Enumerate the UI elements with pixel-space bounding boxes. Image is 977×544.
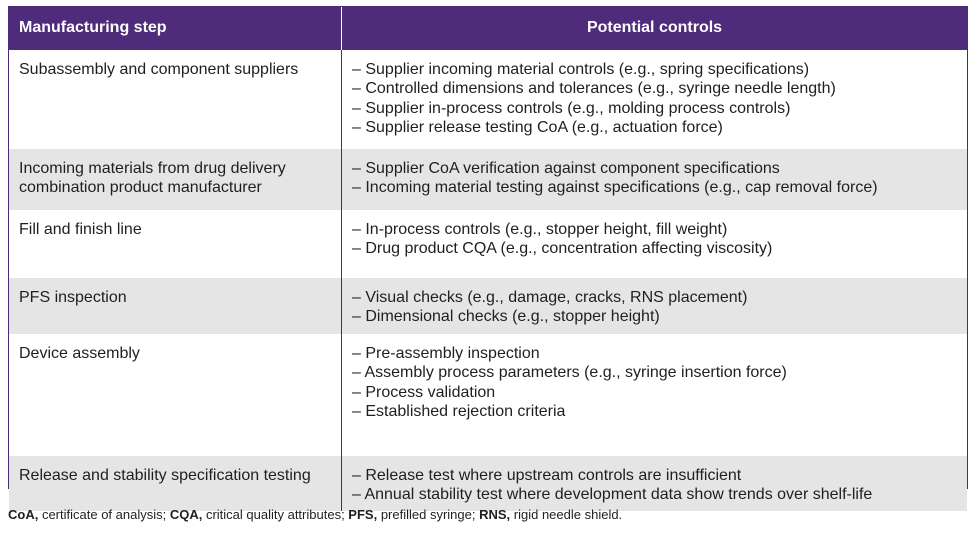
control-item: – Controlled dimensions and tolerances (… bbox=[352, 80, 836, 98]
controls-cell: – Supplier CoA verification against comp… bbox=[342, 149, 967, 210]
control-item: – Drug product CQA (e.g., concentration … bbox=[352, 240, 773, 258]
control-item: – Supplier CoA verification against comp… bbox=[352, 160, 780, 177]
control-item: – Pre-assembly inspection bbox=[352, 345, 540, 362]
control-item: – Established rejection criteria bbox=[352, 402, 566, 420]
control-item: – Dimensional checks (e.g., stopper heig… bbox=[352, 308, 660, 326]
control-item: – Assembly process parameters (e.g., syr… bbox=[352, 364, 787, 382]
footnote-definition: prefilled syringe; bbox=[377, 507, 480, 522]
table-row: Release and stability specification test… bbox=[9, 456, 967, 511]
control-item: – Incoming material testing against spec… bbox=[352, 179, 878, 197]
table-row: Fill and finish line – In-process control… bbox=[9, 210, 967, 278]
control-item: – Annual stability test where developmen… bbox=[352, 486, 873, 504]
step-cell: Subassembly and component suppliers bbox=[9, 50, 342, 149]
footnote-definition: critical quality attributes; bbox=[202, 507, 349, 522]
step-text: Incoming materials from drug delivery bbox=[19, 160, 286, 177]
footnote-abbreviation: CQA, bbox=[169, 507, 203, 522]
footnote-definition: rigid needle shield. bbox=[510, 507, 623, 522]
table-row: Device assembly – Pre-assembly inspection… bbox=[9, 334, 967, 456]
footnote-abbreviation: PFS, bbox=[348, 507, 378, 522]
controls-table: Manufacturing step Potential controls Su… bbox=[8, 6, 968, 511]
step-cell: Fill and finish line bbox=[9, 210, 342, 278]
control-item: – Process validation bbox=[352, 383, 496, 401]
control-item: – Supplier in-process controls (e.g., mo… bbox=[352, 99, 791, 117]
footnote-definition: certificate of analysis; bbox=[38, 507, 170, 522]
controls-cell: – Pre-assembly inspection – Assembly proc… bbox=[342, 334, 967, 456]
controls-cell: – Supplier incoming material controls (e… bbox=[342, 50, 967, 149]
step-text: combination product manufacturer bbox=[19, 179, 262, 197]
controls-cell: – Visual checks (e.g., damage, cracks, R… bbox=[342, 278, 967, 334]
footnote-abbreviation: RNS, bbox=[479, 507, 511, 522]
controls-cell: – In-process controls (e.g., stopper hei… bbox=[342, 210, 967, 278]
control-item: – In-process controls (e.g., stopper hei… bbox=[352, 221, 728, 238]
step-text: Release and stability specification test… bbox=[19, 467, 311, 484]
step-cell: Incoming materials from drug delivery com… bbox=[9, 149, 342, 210]
table-row: PFS inspection – Visual checks (e.g., dam… bbox=[9, 278, 967, 334]
controls-cell: – Release test where upstream controls a… bbox=[342, 456, 967, 511]
header-potential-controls: Potential controls bbox=[586, 19, 723, 36]
table-body: Subassembly and component suppliers – Sup… bbox=[9, 50, 967, 511]
step-text: Subassembly and component suppliers bbox=[19, 61, 299, 78]
table-row: Incoming materials from drug delivery com… bbox=[9, 149, 967, 210]
step-text: Device assembly bbox=[19, 345, 140, 362]
header-manufacturing-step: Manufacturing step bbox=[9, 7, 342, 50]
control-item: – Release test where upstream controls a… bbox=[352, 467, 742, 484]
table-header: Manufacturing step Potential controls bbox=[9, 7, 967, 50]
step-cell: Release and stability specification test… bbox=[9, 456, 342, 511]
control-item: – Supplier release testing CoA (e.g., ac… bbox=[352, 118, 723, 136]
step-text: Fill and finish line bbox=[19, 221, 142, 238]
step-cell: Device assembly bbox=[9, 334, 342, 456]
control-item: – Supplier incoming material controls (e… bbox=[352, 61, 810, 78]
table-row: Subassembly and component suppliers – Sup… bbox=[9, 50, 967, 149]
footnote: CoA, certificate of analysis; CQA, criti… bbox=[8, 507, 622, 522]
step-text: PFS inspection bbox=[19, 289, 127, 306]
footnote-abbreviation: CoA, bbox=[8, 507, 39, 522]
step-cell: PFS inspection bbox=[9, 278, 342, 334]
control-item: – Visual checks (e.g., damage, cracks, R… bbox=[352, 289, 748, 306]
